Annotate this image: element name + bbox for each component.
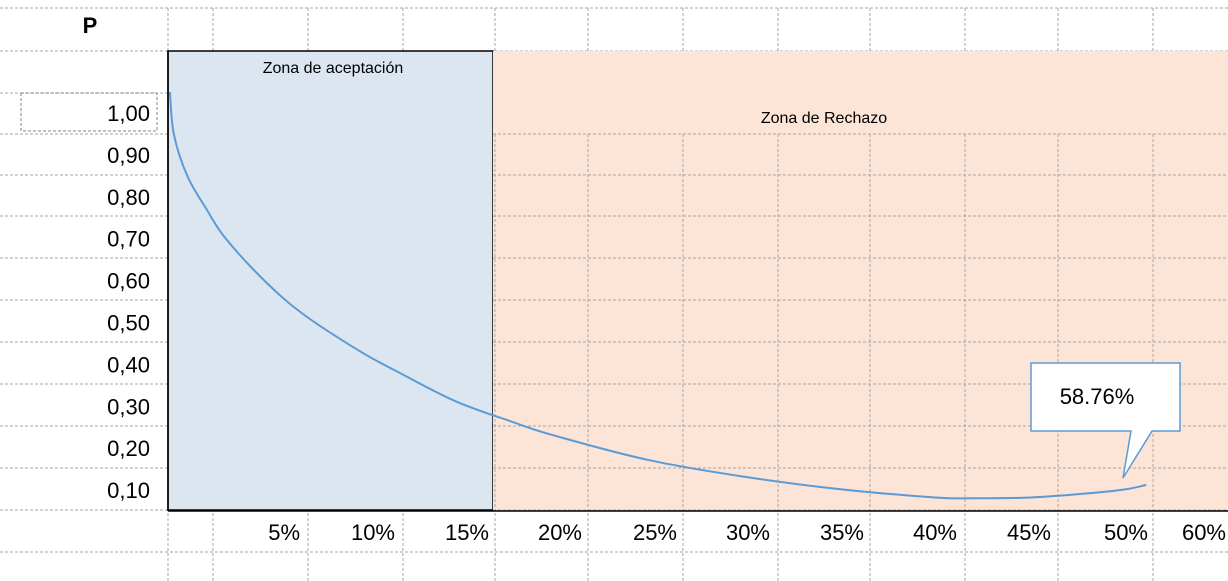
- y-tick-label: 0,80: [107, 185, 150, 210]
- x-tick-label: 5%: [268, 520, 300, 545]
- x-tick-label: 60%: [1182, 520, 1226, 545]
- y-tick-label: 0,90: [107, 143, 150, 168]
- value-callout-text: 58.76%: [1060, 384, 1135, 409]
- y-tick-label: 0,10: [107, 478, 150, 503]
- x-tick-label: 40%: [913, 520, 957, 545]
- x-tick-label: 50%: [1104, 520, 1148, 545]
- rejection-zone: [493, 51, 1228, 510]
- acceptance-zone: [167, 50, 494, 511]
- probability-curve: [168, 91, 1147, 500]
- y-tick-label: 0,30: [107, 394, 150, 419]
- y-tick-label: 0,20: [107, 436, 150, 461]
- y-tick-label: 0,70: [107, 227, 150, 252]
- selected-cell[interactable]: [20, 92, 158, 132]
- y-tick-labels: 1,00 0,90 0,80 0,70 0,60 0,50 0,40 0,30 0,20 0,10: [107, 101, 150, 503]
- x-tick-label: 10%: [351, 520, 395, 545]
- x-tick-labels: 5% 10% 15% 20% 25% 30% 35% 40% 45% 50% 60%: [268, 520, 1226, 545]
- acceptance-zone-label: Zona de aceptación: [263, 60, 404, 77]
- value-callout: [1030, 362, 1181, 479]
- x-tick-label: 30%: [726, 520, 770, 545]
- x-tick-label: 20%: [538, 520, 582, 545]
- x-tick-label: 15%: [445, 520, 489, 545]
- y-tick-label: 0,50: [107, 311, 150, 336]
- y-tick-label: 0,40: [107, 352, 150, 377]
- x-tick-label: 25%: [633, 520, 677, 545]
- p-column-header: P: [83, 13, 98, 38]
- y-tick-label: 1,00: [107, 101, 150, 126]
- y-tick-label: 0,60: [107, 269, 150, 294]
- plot-gridlines: [493, 133, 1228, 511]
- x-tick-label: 35%: [820, 520, 864, 545]
- x-tick-label: 45%: [1007, 520, 1051, 545]
- rejection-zone-label: Zona de Rechazo: [761, 110, 887, 127]
